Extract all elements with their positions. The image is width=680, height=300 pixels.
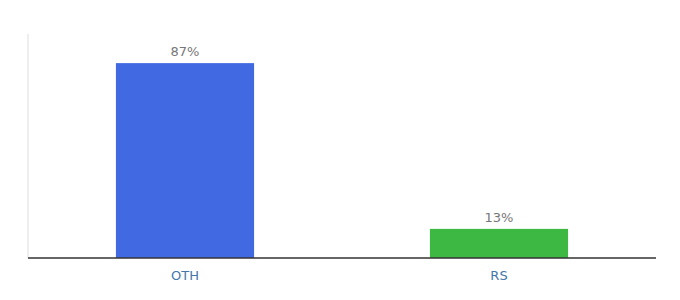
data-label: 87% (171, 44, 200, 59)
x-tick-label: OTH (171, 268, 199, 283)
bars (116, 63, 568, 258)
x-axis-line (28, 257, 656, 259)
data-labels: 87% 13% (171, 44, 514, 225)
x-tick-labels: OTH RS (171, 268, 508, 283)
y-axis-line (28, 34, 29, 258)
chart-svg: 87% 13% OTH RS (0, 0, 680, 300)
chart-container: 87% 13% OTH RS (0, 0, 680, 300)
bar (430, 229, 568, 258)
data-label: 13% (485, 210, 514, 225)
x-tick-label: RS (490, 268, 507, 283)
bar (116, 63, 254, 258)
